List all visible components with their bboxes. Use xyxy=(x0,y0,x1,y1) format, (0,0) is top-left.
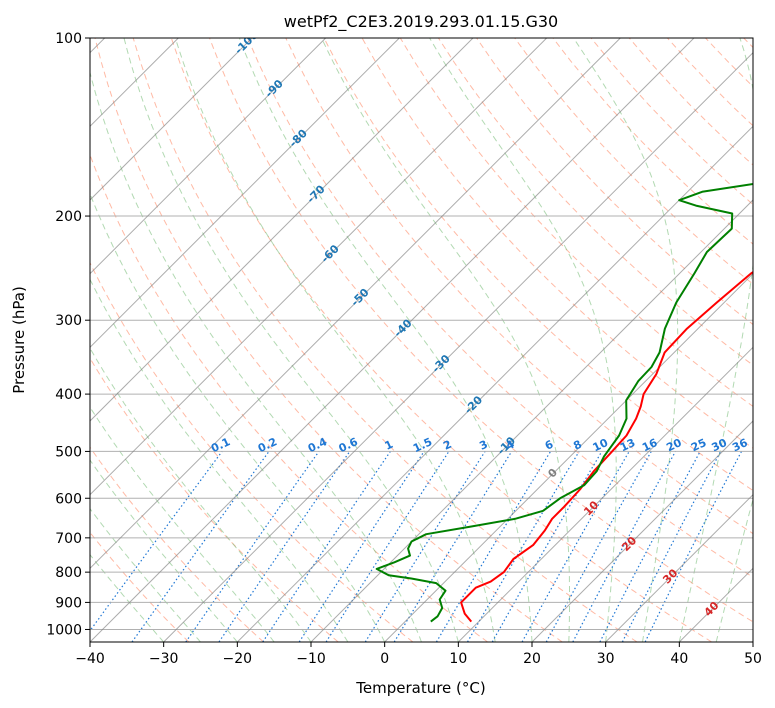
x-tick-label: 40 xyxy=(670,651,688,667)
mixing-ratio-label: 20 xyxy=(664,436,684,454)
moist-adiabat-line xyxy=(321,38,571,642)
moist-adiabat-line xyxy=(238,38,533,642)
moist-adiabat-line xyxy=(90,278,349,642)
isotherm-line xyxy=(236,125,753,642)
moist-adiabat-line xyxy=(90,459,238,642)
isotherm-line xyxy=(605,493,753,642)
chart-title: wetPf2_C2E3.2019.293.01.15.G30 xyxy=(284,12,558,32)
mixing-ratio-line xyxy=(185,451,320,642)
dry-adiabat-line xyxy=(94,38,563,642)
x-tick-label: 20 xyxy=(523,651,541,667)
mixing-ratio-label: 36 xyxy=(730,436,750,454)
dry-adiabat-line xyxy=(285,38,753,535)
mixing-ratio-line xyxy=(644,451,743,642)
x-tick-label: −30 xyxy=(149,651,179,667)
moist-adiabat-line xyxy=(174,38,496,642)
isotherm-line xyxy=(90,38,548,496)
plot-frame xyxy=(89,37,754,643)
pressure-gridlines xyxy=(90,38,753,630)
dry-adiabat-line xyxy=(90,357,339,642)
y-tick-label: 100 xyxy=(55,31,82,47)
moist-adiabat-line xyxy=(123,38,459,642)
mixing-ratio-label: 10 xyxy=(591,436,611,454)
y-tick-label: 900 xyxy=(55,595,82,611)
mixing-ratio-lines xyxy=(90,451,743,642)
temperature-profile-line xyxy=(460,270,753,623)
isotherm-line xyxy=(90,38,327,275)
mixing-ratio-label: 25 xyxy=(689,436,708,454)
plot-area: -100-90-80-70-60-50-40-30-20-10010203040… xyxy=(90,38,753,642)
y-tick-label: 500 xyxy=(55,444,82,460)
profile-lines xyxy=(375,182,753,623)
y-tick-label: 700 xyxy=(55,531,82,547)
dry-adiabat-line xyxy=(90,446,264,642)
isotherm-line xyxy=(90,38,695,642)
y-axis: 1000 900 800 700 600 500 400 300 200 100 xyxy=(46,31,90,638)
y-tick-label: 400 xyxy=(55,387,82,403)
dry-adiabat-line xyxy=(476,38,753,326)
dewpoint-profile-line xyxy=(375,182,753,623)
dry-adiabat-line xyxy=(247,38,753,578)
moist-adiabat-line xyxy=(429,38,617,642)
x-axis: −40 −30 −20 −10 0 10 20 30 40 50 xyxy=(75,642,762,667)
mixing-ratio-line xyxy=(621,451,722,642)
mixing-ratio-label: 16 xyxy=(640,436,660,454)
mixing-ratio-line xyxy=(298,451,425,642)
dry-adiabat-line xyxy=(323,38,753,492)
dry-adiabat-line xyxy=(209,38,753,623)
isotherm-line xyxy=(90,38,253,201)
x-tick-label: −20 xyxy=(223,651,253,667)
mixing-ratio-line xyxy=(572,451,677,642)
dry-adiabat-line xyxy=(170,38,712,642)
isotherm-line xyxy=(163,51,753,642)
mixing-ratio-line xyxy=(325,451,450,642)
moist-adiabat-line xyxy=(90,192,386,642)
x-tick-label: −10 xyxy=(296,651,326,667)
isotherm-line xyxy=(90,38,474,422)
moist-adiabat-line xyxy=(90,507,201,642)
y-tick-label: 600 xyxy=(55,491,82,507)
moist-adiabat-line xyxy=(715,497,753,642)
y-tick-label: 200 xyxy=(55,209,82,225)
x-tick-label: 30 xyxy=(597,651,615,667)
dry-adiabat-line xyxy=(514,38,753,285)
moist-adiabat-line xyxy=(90,406,275,642)
mixing-ratio-line xyxy=(218,451,351,642)
mixing-ratio-label: 30 xyxy=(710,436,730,454)
x-tick-label: 50 xyxy=(744,651,762,667)
y-axis-label: Pressure (hPa) xyxy=(10,286,28,394)
mixing-ratio-line xyxy=(521,451,630,642)
x-tick-label: 0 xyxy=(380,651,389,667)
y-tick-label: 300 xyxy=(55,313,82,329)
moist-adiabat-line xyxy=(573,38,679,642)
mixing-ratio-line xyxy=(90,451,223,632)
dry-adiabat-line xyxy=(132,38,638,642)
y-tick-label: 1000 xyxy=(46,622,82,638)
moist-adiabat-line xyxy=(90,553,165,642)
x-tick-label: −40 xyxy=(75,651,105,667)
moist-adiabat-line xyxy=(90,70,422,642)
dry-adiabat-line xyxy=(90,261,414,642)
isotherm-line xyxy=(90,38,621,570)
isotherm-line xyxy=(457,346,753,642)
isotherm-line xyxy=(531,420,753,642)
mixing-ratio-line xyxy=(262,451,391,642)
x-axis-label: Temperature (°C) xyxy=(355,679,485,697)
y-tick-label: 800 xyxy=(55,565,82,581)
mixing-ratio-line xyxy=(393,451,513,642)
mixing-ratio-line xyxy=(545,451,652,642)
x-tick-label: 10 xyxy=(449,651,467,667)
isotherm-line xyxy=(90,38,400,349)
isotherm-line xyxy=(384,272,753,642)
dry-adiabats xyxy=(90,38,753,642)
moist-adiabat-line xyxy=(678,38,753,642)
